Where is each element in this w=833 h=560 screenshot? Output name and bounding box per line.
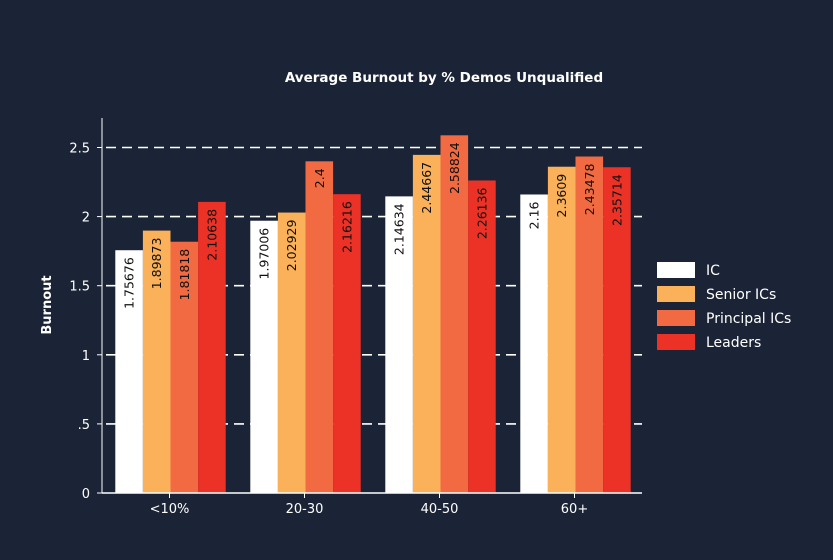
- y-tick-label: 1: [82, 349, 90, 364]
- bar: [603, 167, 631, 493]
- bar: [575, 156, 604, 493]
- bar: [520, 194, 548, 493]
- bar: [412, 154, 441, 493]
- bar: [142, 230, 171, 493]
- data-label: 2.35714: [609, 174, 624, 226]
- x-tick-label: <10%: [150, 502, 190, 517]
- data-label: 1.89873: [149, 238, 164, 290]
- bar: [250, 220, 278, 493]
- y-tick-label: 2.5: [69, 142, 90, 157]
- legend-swatch: [657, 286, 695, 302]
- legend-label: Leaders: [706, 335, 761, 351]
- data-label: 2.4: [312, 168, 327, 188]
- data-label: 2.02929: [284, 220, 299, 272]
- y-tick-label: 2: [82, 211, 90, 226]
- legend-swatch: [657, 262, 695, 278]
- legend-swatch: [657, 310, 695, 326]
- bar: [198, 201, 226, 493]
- data-label: 2.3609: [554, 174, 569, 218]
- legend-swatch: [657, 334, 695, 350]
- legend-label: Principal ICs: [706, 311, 791, 327]
- legend-label: Senior ICs: [706, 287, 776, 303]
- bar: [547, 166, 576, 493]
- bar: [305, 161, 334, 493]
- bar: [170, 241, 199, 493]
- data-label: 2.16: [527, 201, 542, 229]
- y-tick-label: 0: [82, 487, 90, 502]
- data-label: 2.16216: [339, 201, 354, 253]
- bar: [277, 212, 306, 493]
- legend-label: IC: [706, 263, 720, 279]
- y-tick-label: .5: [78, 418, 90, 433]
- x-tick-label: 60+: [561, 502, 588, 517]
- bar: [468, 180, 496, 493]
- data-label: 2.43478: [582, 163, 597, 215]
- bar: [440, 135, 469, 493]
- data-label: 2.58824: [447, 142, 462, 194]
- x-tick-label: 20-30: [286, 502, 324, 517]
- axes: 0 .5 1 1.5 2 2.5 <10% 20-30 40-50 60+: [69, 118, 642, 517]
- legend: IC Senior ICs Principal ICs Leaders: [657, 262, 791, 351]
- bar: [333, 194, 361, 493]
- y-axis-label: Burnout: [40, 275, 55, 334]
- chart-title: Average Burnout by % Demos Unqualified: [285, 70, 603, 86]
- bar: [115, 250, 143, 493]
- data-label: 1.97006: [257, 228, 272, 280]
- data-label: 1.75676: [122, 257, 137, 309]
- bar: [385, 196, 413, 494]
- bars: 1.75676 1.89873 1.81818 2.10638 1.97006 2.029…: [115, 135, 631, 494]
- y-tick-label: 1.5: [69, 280, 90, 295]
- data-label: 1.81818: [177, 249, 192, 301]
- data-label: 2.14634: [392, 203, 407, 255]
- data-label: 2.44667: [419, 162, 434, 214]
- x-tick-label: 40-50: [421, 502, 459, 517]
- data-label: 2.26136: [474, 187, 489, 239]
- data-label: 2.10638: [204, 209, 219, 261]
